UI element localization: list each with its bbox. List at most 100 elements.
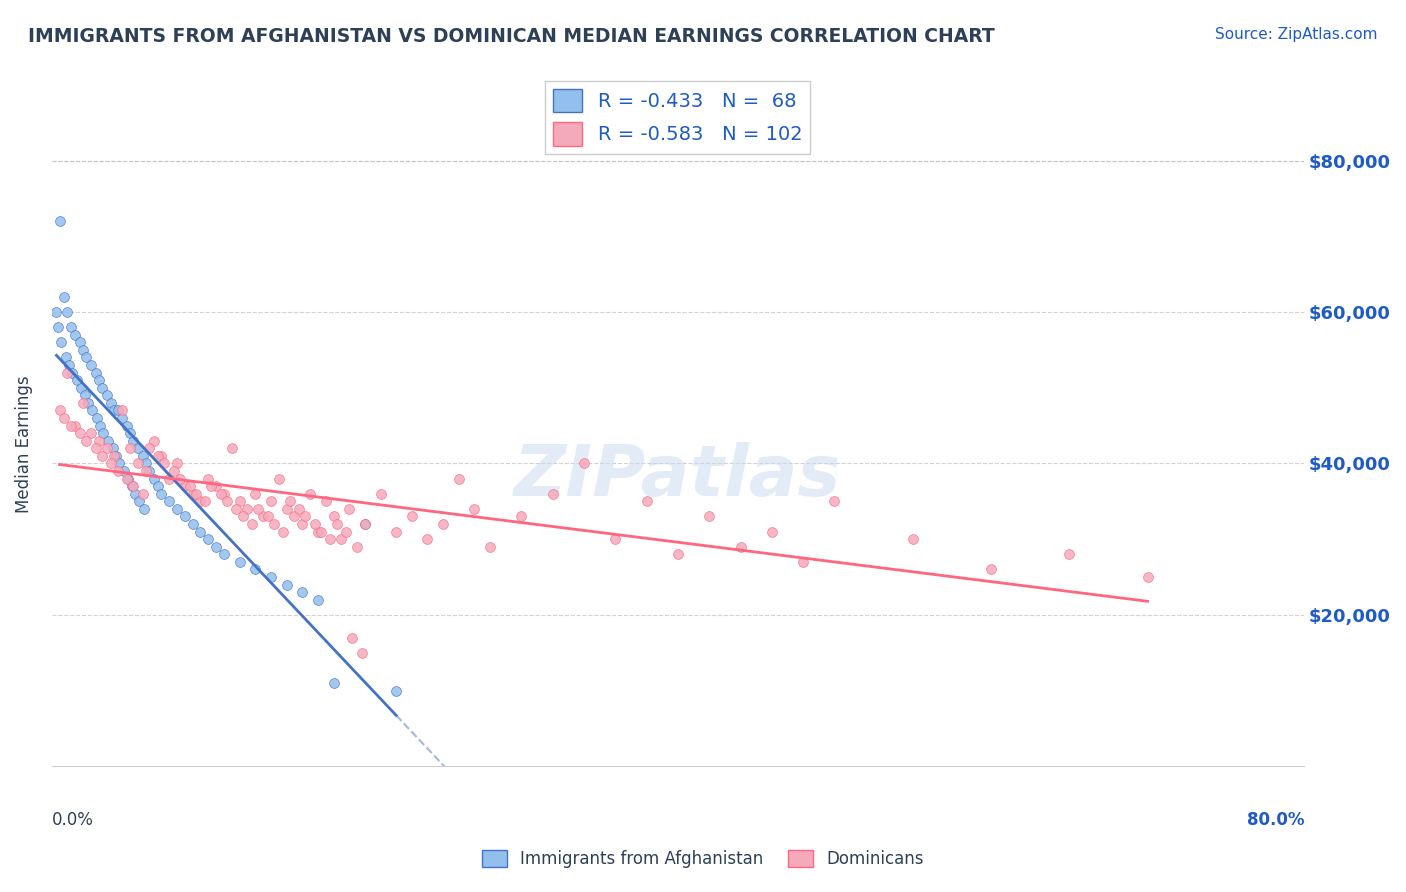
Point bbox=[697, 509, 720, 524]
Point bbox=[97, 434, 120, 448]
Point bbox=[107, 403, 129, 417]
Text: IMMIGRANTS FROM AFGHANISTAN VS DOMINICAN MEDIAN EARNINGS CORRELATION CHART: IMMIGRANTS FROM AFGHANISTAN VS DOMINICAN… bbox=[28, 27, 995, 45]
Point bbox=[240, 516, 263, 531]
Point bbox=[252, 509, 274, 524]
Point bbox=[228, 494, 250, 508]
Point bbox=[157, 472, 180, 486]
Point bbox=[205, 540, 228, 554]
Point bbox=[117, 472, 139, 486]
Point bbox=[190, 524, 212, 539]
Point bbox=[104, 449, 127, 463]
Point bbox=[353, 516, 375, 531]
Point bbox=[96, 442, 118, 456]
Point bbox=[385, 524, 408, 539]
Point bbox=[75, 351, 97, 365]
Point bbox=[124, 486, 146, 500]
Point bbox=[273, 524, 295, 539]
Point bbox=[283, 509, 305, 524]
Point bbox=[65, 327, 87, 342]
Point bbox=[90, 381, 112, 395]
Point bbox=[325, 516, 347, 531]
Point bbox=[166, 457, 188, 471]
Point bbox=[479, 540, 502, 554]
Point bbox=[304, 516, 326, 531]
Point bbox=[824, 494, 846, 508]
Point bbox=[87, 373, 110, 387]
Point bbox=[59, 418, 82, 433]
Point bbox=[209, 486, 232, 500]
Point bbox=[84, 366, 107, 380]
Point bbox=[84, 442, 107, 456]
Point bbox=[260, 494, 283, 508]
Point bbox=[294, 509, 316, 524]
Point bbox=[232, 509, 254, 524]
Point bbox=[307, 592, 329, 607]
Point bbox=[263, 516, 285, 531]
Point bbox=[115, 418, 138, 433]
Point bbox=[128, 494, 150, 508]
Point bbox=[260, 570, 283, 584]
Point bbox=[1059, 547, 1081, 561]
Point bbox=[45, 305, 67, 319]
Point bbox=[541, 486, 564, 500]
Point bbox=[96, 388, 118, 402]
Point bbox=[205, 479, 228, 493]
Point bbox=[100, 457, 122, 471]
Point bbox=[157, 494, 180, 508]
Point bbox=[245, 562, 267, 576]
Point bbox=[56, 366, 79, 380]
Point bbox=[353, 516, 375, 531]
Point bbox=[112, 464, 135, 478]
Point bbox=[256, 509, 278, 524]
Point bbox=[138, 442, 160, 456]
Point bbox=[291, 585, 314, 599]
Point bbox=[127, 442, 149, 456]
Point bbox=[1136, 570, 1159, 584]
Point bbox=[53, 411, 76, 425]
Point bbox=[432, 516, 454, 531]
Point bbox=[148, 449, 170, 463]
Point bbox=[267, 472, 290, 486]
Point bbox=[122, 479, 145, 493]
Point bbox=[70, 381, 93, 395]
Point bbox=[46, 320, 69, 334]
Point bbox=[108, 457, 131, 471]
Point bbox=[980, 562, 1002, 576]
Point bbox=[309, 524, 332, 539]
Point bbox=[190, 494, 212, 508]
Point bbox=[181, 486, 204, 500]
Point bbox=[73, 388, 96, 402]
Point bbox=[69, 335, 91, 350]
Point bbox=[401, 509, 423, 524]
Point bbox=[197, 532, 219, 546]
Point bbox=[69, 426, 91, 441]
Point bbox=[75, 434, 97, 448]
Point bbox=[48, 214, 70, 228]
Point bbox=[184, 486, 207, 500]
Point bbox=[80, 426, 103, 441]
Point bbox=[103, 449, 125, 463]
Point bbox=[48, 403, 70, 417]
Point bbox=[80, 358, 103, 372]
Point bbox=[100, 396, 122, 410]
Point bbox=[111, 411, 134, 425]
Point bbox=[150, 486, 173, 500]
Point bbox=[173, 509, 195, 524]
Legend: R = -0.433   N =  68, R = -0.583   N = 102: R = -0.433 N = 68, R = -0.583 N = 102 bbox=[546, 81, 810, 153]
Point bbox=[166, 501, 188, 516]
Point bbox=[72, 343, 94, 357]
Point bbox=[288, 501, 311, 516]
Point bbox=[247, 501, 270, 516]
Point bbox=[101, 442, 124, 456]
Point bbox=[58, 358, 80, 372]
Point bbox=[792, 555, 814, 569]
Point bbox=[730, 540, 752, 554]
Point bbox=[350, 646, 373, 660]
Point bbox=[115, 472, 138, 486]
Point bbox=[86, 411, 108, 425]
Point bbox=[121, 479, 143, 493]
Point bbox=[181, 516, 204, 531]
Point bbox=[307, 524, 329, 539]
Point bbox=[60, 366, 83, 380]
Point bbox=[90, 449, 112, 463]
